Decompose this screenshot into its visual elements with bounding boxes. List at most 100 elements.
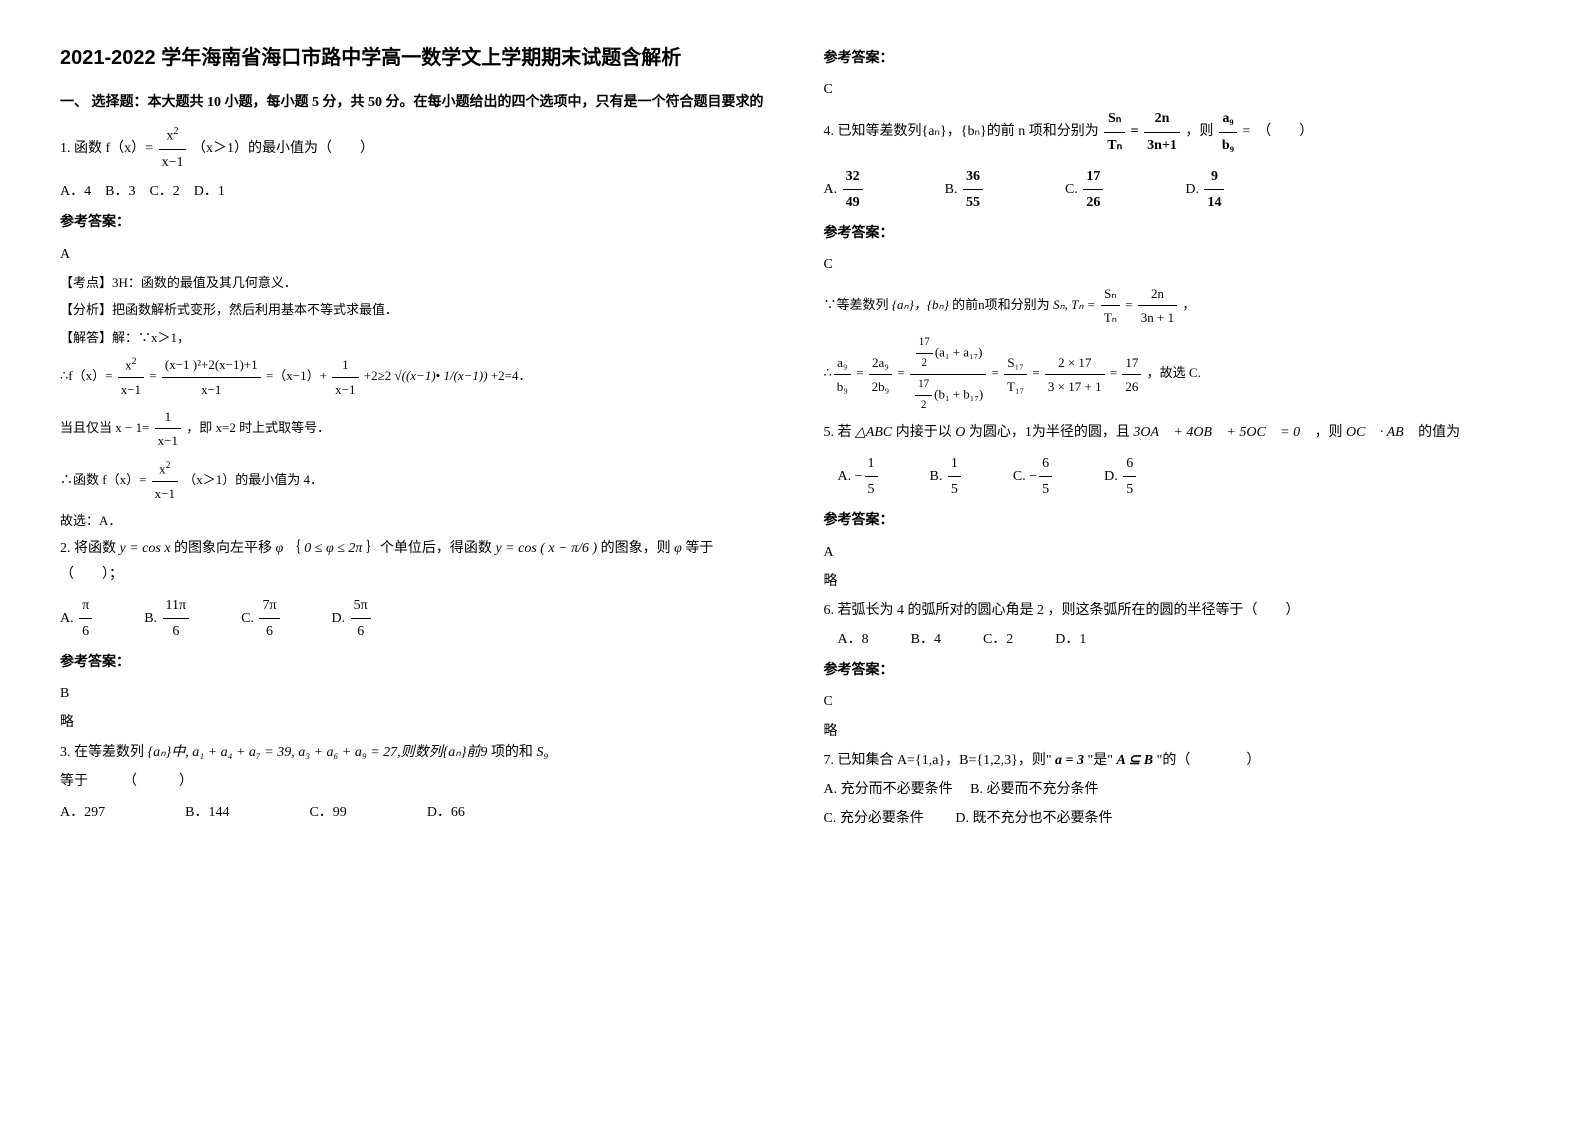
t: φ [674,541,682,556]
q7-opt-a: A. 充分而不必要条件 [824,782,953,797]
t: A. [824,182,838,197]
t: 1 [155,405,181,429]
t: y = cos [495,541,536,556]
q2-options: A. π6 B. 11π6 C. 7π6 D. 5π6 [60,593,764,644]
t: 2 × 17 [1045,351,1105,375]
t: ∵等差数列 [824,296,889,311]
right-column: 参考答案： C 4. 已知等差数列{aₙ}，{bₙ}的前 n 项和分别为 SₙT… [824,40,1528,835]
q1-expl-4: ∴f（x）= x2 x−1 = (x−1 )²+2(x−1)+1 x−1 =（x… [60,353,764,401]
q2-answer-label: 参考答案： [60,650,764,675]
q1-options: A．4 B．3 C．2 D．1 [60,179,764,204]
t: = [1032,366,1039,381]
t: OC⃗ · AB⃗ [1346,425,1415,440]
t: 5π [351,593,371,619]
t: S₉ [536,745,548,760]
t: (a₁ + a₁₇) [935,345,983,360]
t: 3n+1 [1144,133,1180,158]
t: − [1029,469,1037,484]
t: A. [60,611,74,626]
t: 26 [1083,190,1103,215]
t: x−1 [155,429,181,452]
q5-opt-d: D. 65 [1104,451,1138,502]
t: D. [1104,469,1118,484]
q2-opt-a: A. π6 [60,593,94,644]
q1-expl-2: 【分析】把函数解析式变形，然后利用基本不等式求最值． [60,298,764,321]
t: = [897,366,904,381]
t: "是" [1088,753,1113,768]
q1-expl-5: 当且仅当 x − 1= 1 x−1 ，即 x=2 时上式取等号． [60,405,764,453]
t: 2a₉ [869,351,893,375]
t: 6 [79,619,92,644]
q2-opt-c: C. 7π6 [241,593,281,644]
section-1-header: 一、 选择题：本大题共 10 小题，每小题 5 分，共 50 分。在每小题给出的… [60,90,764,115]
q6-answer: C [824,689,1528,714]
q2-answer: B [60,681,764,706]
t: 的值为 [1418,425,1460,440]
t: 6 [163,619,190,644]
q1-expl4-frac-a: x2 x−1 [118,353,144,401]
t: （x＞1）的最小值为 4． [183,472,323,487]
q1-frac: x2 x−1 [159,123,187,175]
t: 的图象向左平移 [174,541,272,556]
t: 3n + 1 [1138,306,1177,329]
t: = [1110,366,1117,381]
t: "的（ ） [1157,753,1261,768]
q6-options: A．8 B．4 C．2 D．1 [838,627,1528,652]
t: 3OA⃗ + 4OB⃗ + 5OC⃗ = 0⃗ [1133,425,1311,440]
q1-answer-label: 参考答案： [60,210,764,235]
t: 32 [843,164,863,190]
t: ∴函数 f（x）= [60,472,146,487]
q5-answer: A [824,540,1528,565]
t: 为圆心，1为半径的圆，且 [969,425,1130,440]
q4-opt-a: A. 3249 [824,164,865,215]
t: T₁₇ [1004,375,1027,398]
t: Sₙ, Tₙ = [1053,296,1096,311]
q4-opt-d: D. 914 [1185,164,1226,215]
t: 项的和 [491,745,533,760]
q4-answer: C [824,252,1528,277]
t: 4. 已知等差数列{aₙ}，{bₙ}的前 n 项和分别为 [824,124,1099,139]
t: 11π [163,593,190,619]
t: 6 [259,619,279,644]
q6-stem: 6. 若弧长为 4 的弧所对的圆心角是 2 ，则这条弧所在的圆的半径等于（ ） [824,598,1528,623]
q7-opt-c: C. 充分必要条件 [824,811,924,826]
q3-options: A．297 B．144 C．99 D．66 [60,800,764,825]
q3-stem: 3. 在等差数列 {aₙ}中, a₁ + a₄ + a₇ = 39, a₃ + … [60,740,764,765]
t: = [1125,296,1132,311]
t: 14 [1204,190,1224,215]
t: 2 [916,354,933,374]
t: 2n [1144,106,1180,132]
t: 2 [132,356,137,367]
t: 0 ≤ φ ≤ 2π [304,541,362,556]
t: ，即 x=2 时上式取等号． [186,420,330,435]
t: C. [1013,469,1026,484]
t: x−1 [152,482,178,505]
t: 1 [948,451,961,477]
t: 1 [332,353,358,377]
page-root: 2021-2022 学年海南省海口市路中学高一数学文上学期期末试题含解析 一、 … [0,0,1587,875]
q5-expl: 略 [824,569,1528,594]
q3-opt-c: C．99 [309,800,346,825]
q3-line2: 等于 （ ） [60,769,764,794]
q4-answer-label: 参考答案： [824,221,1528,246]
t: 的前n项和分别为 [952,296,1050,311]
t: √((x−1)• 1/(x−1)) [394,368,487,383]
q4-opt-b: B. 3655 [945,164,985,215]
q5-opt-c: C. −65 [1013,451,1054,502]
t: 2 [166,460,171,471]
t: = [856,366,863,381]
t: {aₙ}中, a₁ + a₄ + a₇ = 39, a₃ + a₆ + a₉ =… [148,745,488,760]
t: 9 [1204,164,1224,190]
q7-stem: 7. 已知集合 A={1,a}，B={1,2,3}，则" a = 3 "是" A… [824,748,1528,773]
t: C. [241,611,254,626]
q1-expl5-frac: 1 x−1 [155,405,181,453]
t: 的图象，则 [601,541,671,556]
t: = [991,366,998,381]
t: x−1 [332,378,358,401]
t: 17 [916,333,933,354]
t: 2. 将函数 [60,541,116,556]
t: a₉ [1219,106,1237,132]
t: = [1131,124,1139,139]
q5-opt-b: B. 15 [930,451,963,502]
q4-expl-1: ∵等差数列 {aₙ}，{bₙ} 的前n项和分别为 Sₙ, Tₙ = SₙTₙ =… [824,282,1528,330]
